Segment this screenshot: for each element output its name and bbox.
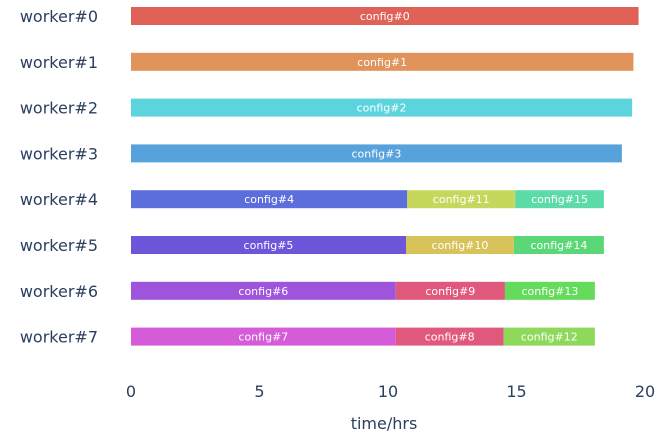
task-bar-label: config#9 [425,285,475,298]
task-bar [131,98,633,117]
worker-label: worker#0 [20,7,98,26]
task-bar-label: config#1 [357,56,407,69]
x-tick-label: 5 [254,382,264,401]
task-bar [131,52,634,71]
task-bar [131,190,408,209]
task-bar [405,236,514,254]
task-bar-label: config#14 [530,239,587,252]
x-tick-label: 0 [126,382,136,401]
task-bar-label: config#2 [357,102,407,115]
x-axis-ticks: 0 5 10 15 20 [126,382,655,401]
task-bar-label: config#4 [244,193,294,206]
task-bar [504,281,595,300]
x-tick-label: 15 [506,382,526,401]
x-tick-label: 20 [635,382,655,401]
task-bar-label: config#8 [425,331,475,344]
task-bar [131,7,639,25]
task-bar [395,327,504,346]
task-bar-label: config#5 [244,239,294,252]
task-bar [513,236,604,254]
task-bar [407,190,516,209]
task-bar [131,144,622,163]
x-axis-title: time/hrs [351,414,418,432]
worker-label: worker#3 [20,144,98,163]
worker-label: worker#7 [20,328,98,347]
task-bar-label: config#10 [432,239,489,252]
task-bar-label: config#12 [521,331,578,344]
task-bar-label: config#11 [433,193,490,206]
task-bar [395,281,505,300]
task-bar-label: config#7 [238,331,288,344]
task-bar-label: config#13 [521,285,578,298]
worker-label: worker#5 [20,236,98,255]
task-bar [515,190,604,209]
task-bar-label: config#0 [360,10,410,23]
worker-label: worker#4 [20,190,98,209]
task-bars: config#0 config#1 config#2 config#3 config#4… [131,7,639,346]
task-bar-label: config#6 [238,285,288,298]
worker-label: worker#2 [20,99,98,118]
worker-labels: worker#0 worker#1 worker#2 worker#3 worker#4… [20,7,98,347]
task-bar [131,236,406,254]
worker-label: worker#1 [20,53,98,72]
task-bar [131,327,396,346]
task-bar-label: config#3 [351,147,401,160]
worker-label: worker#6 [20,282,98,301]
task-bar [131,281,396,300]
x-tick-label: 10 [378,382,398,401]
task-bar-label: config#15 [531,193,588,206]
task-bar [503,327,595,346]
